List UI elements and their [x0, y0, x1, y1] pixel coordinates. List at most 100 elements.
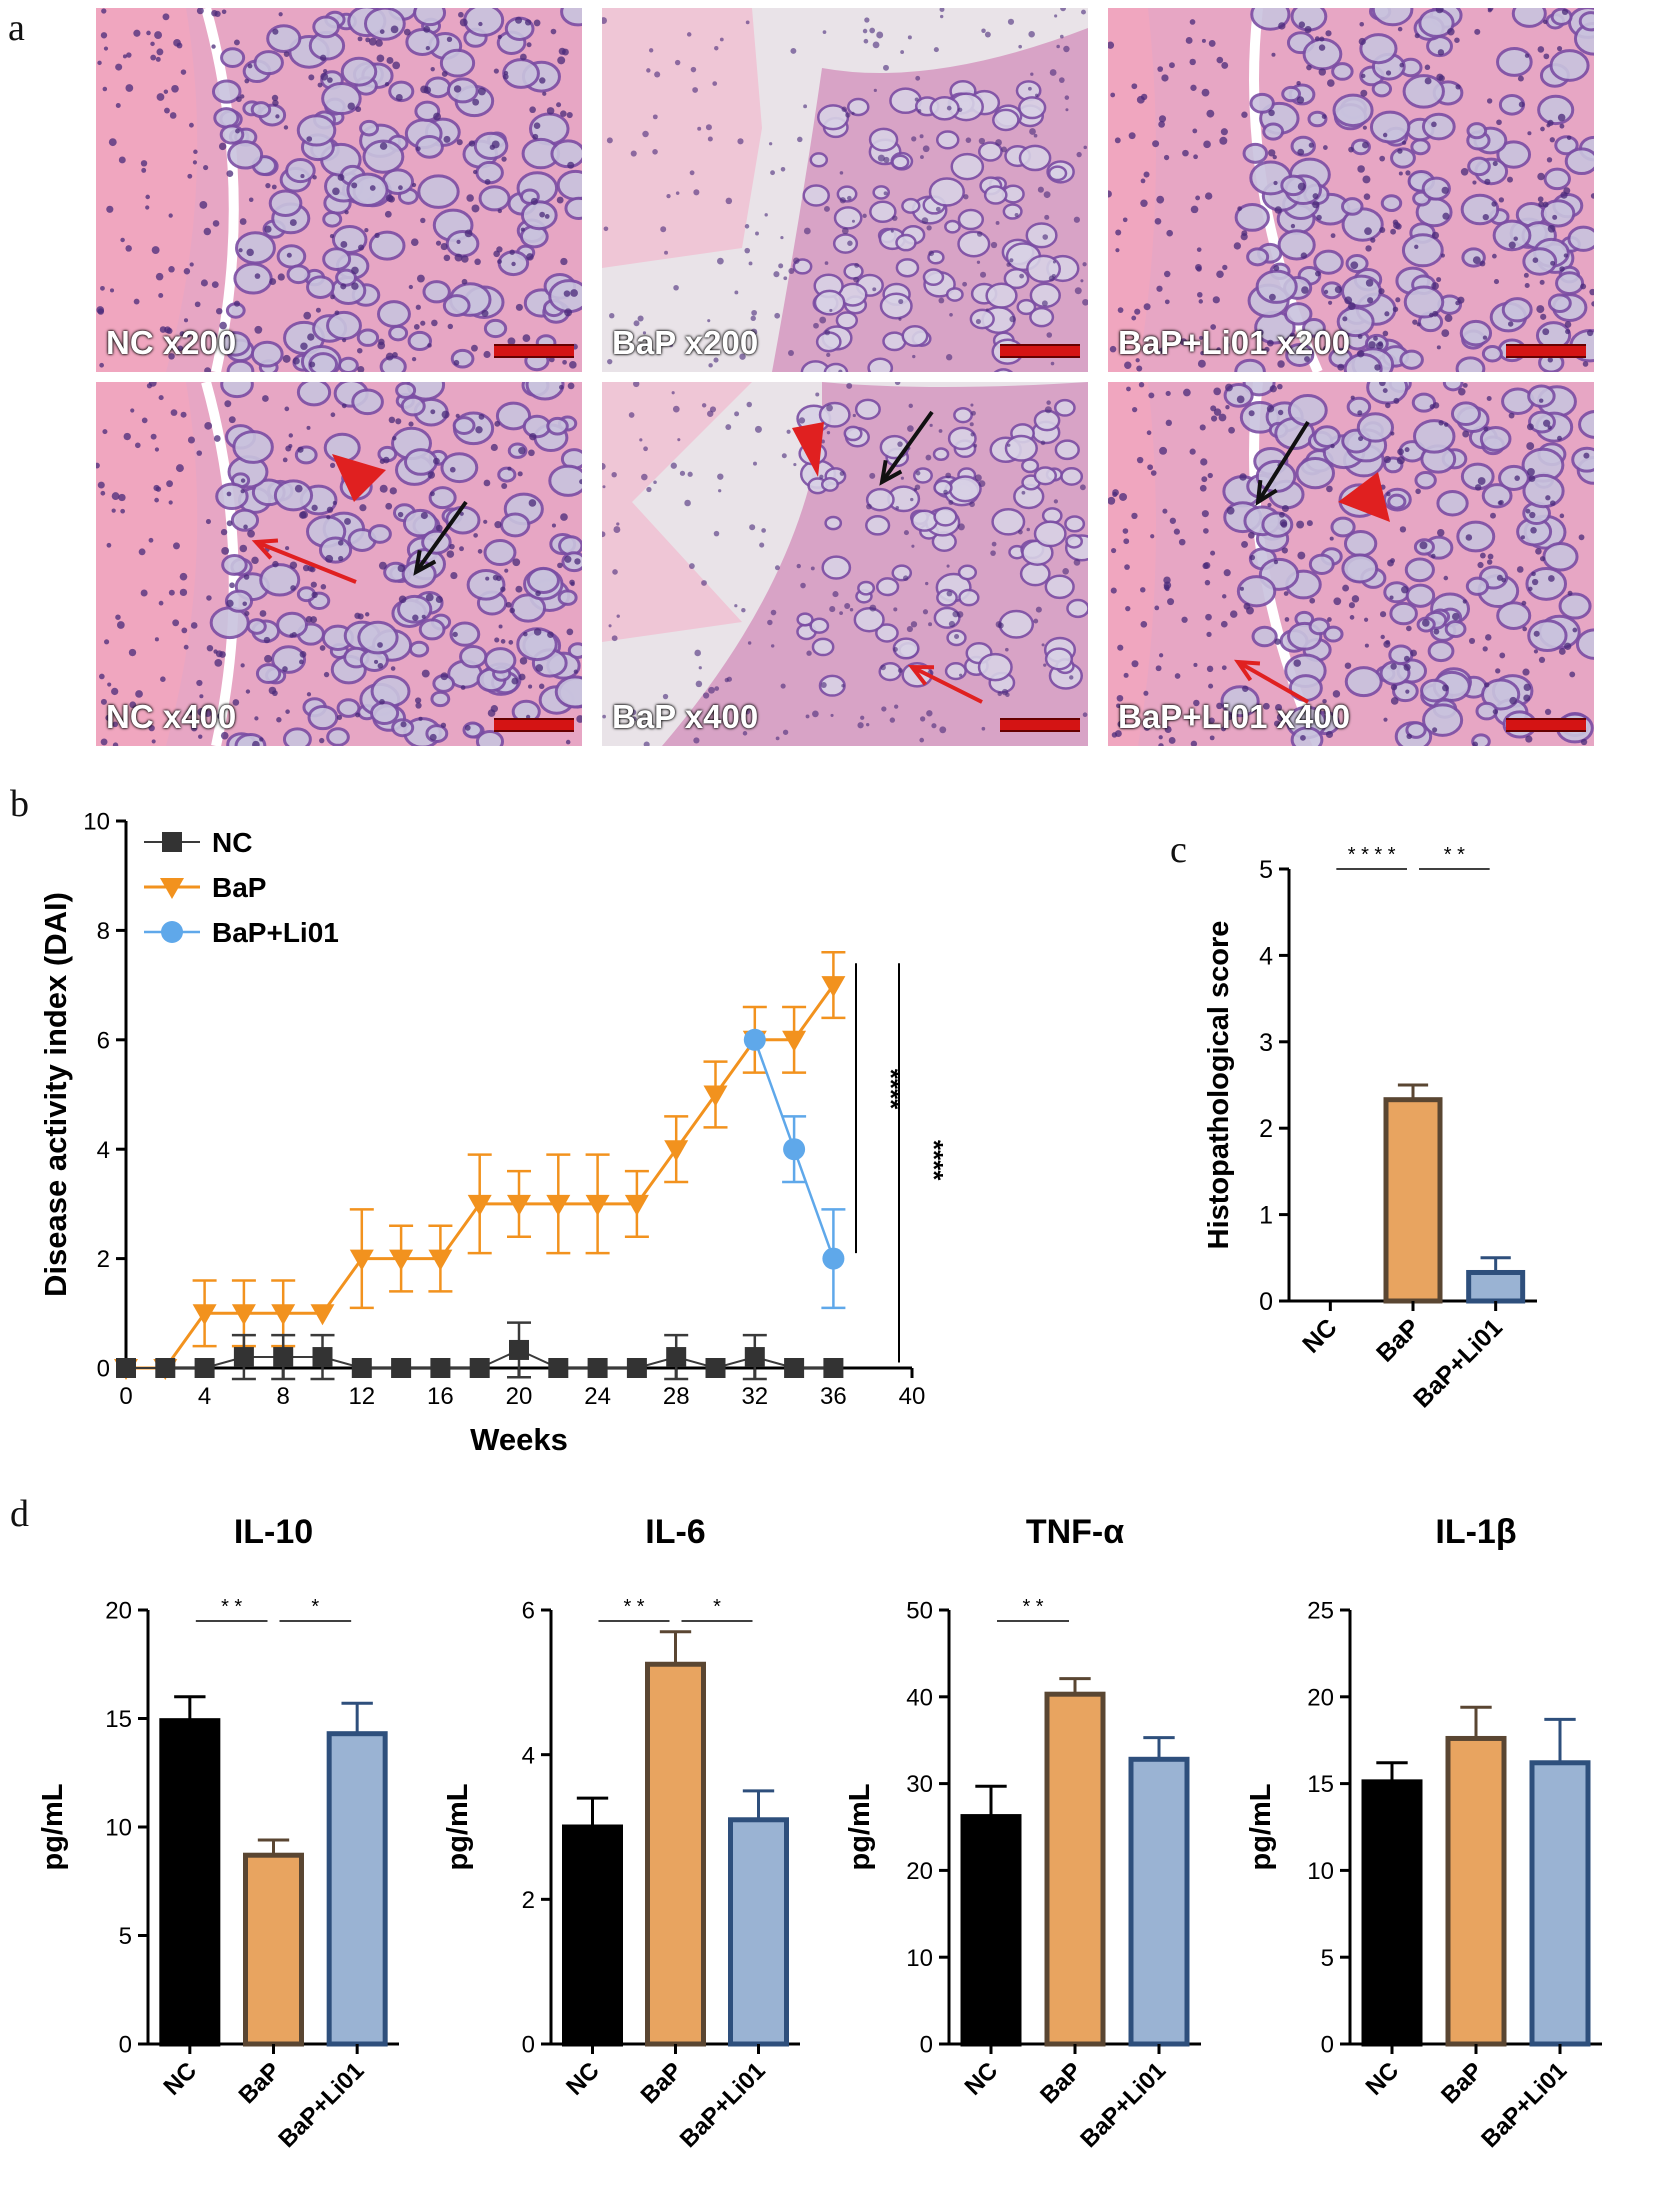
nucleus	[782, 729, 789, 735]
nucleus	[410, 238, 419, 247]
nucleus	[378, 561, 387, 570]
nucleus	[824, 329, 831, 336]
nucleus	[145, 194, 150, 200]
nucleus	[1082, 262, 1087, 267]
nucleus	[481, 309, 489, 317]
nucleus	[997, 691, 1002, 697]
nucleus	[235, 128, 240, 134]
nucleus	[1329, 536, 1334, 541]
nucleus	[1062, 567, 1069, 575]
nucleus	[734, 411, 740, 417]
panel-b-x-tick-label: 8	[277, 1383, 290, 1410]
panel-letter-c: c	[1170, 829, 1187, 871]
nucleus	[935, 206, 941, 212]
nucleus	[125, 84, 134, 92]
crypt-cell	[1567, 225, 1594, 252]
nucleus	[522, 334, 531, 343]
crypt-cell	[400, 395, 426, 417]
nucleus	[1433, 628, 1440, 635]
nucleus	[232, 699, 240, 706]
nucleus	[1284, 617, 1290, 622]
nucleus	[99, 362, 104, 368]
nucleus	[1135, 358, 1140, 363]
nucleus	[775, 736, 780, 741]
nucleus	[1364, 617, 1369, 622]
nucleus	[1424, 64, 1431, 71]
nucleus	[563, 290, 571, 297]
crypt-cell	[362, 139, 405, 174]
legend-label: BaP	[212, 872, 266, 903]
crypt-cell	[1016, 298, 1037, 316]
nucleus	[864, 17, 870, 23]
nucleus	[1362, 125, 1367, 130]
nucleus	[1218, 413, 1227, 422]
crypt-cell	[211, 79, 242, 104]
nucleus	[1281, 547, 1288, 554]
nucleus	[1416, 322, 1421, 327]
nucleus	[1269, 293, 1276, 301]
nucleus	[1115, 229, 1122, 236]
nucleus	[112, 721, 118, 728]
nucleus	[1444, 422, 1449, 427]
nucleus	[911, 544, 915, 548]
nucleus	[862, 213, 867, 218]
panel-d3-y-tick-label: 20	[906, 1858, 933, 1885]
nucleus	[925, 581, 929, 586]
nucleus	[1110, 587, 1117, 594]
nucleus	[1462, 382, 1468, 388]
data-point	[546, 1194, 571, 1216]
nucleus	[1498, 197, 1505, 203]
nucleus	[240, 663, 245, 668]
nucleus	[494, 420, 501, 427]
crypt-cell	[1540, 199, 1576, 228]
data-point	[705, 1358, 726, 1378]
crypt-cell	[1281, 85, 1301, 103]
nucleus	[1312, 201, 1320, 209]
nucleus	[1569, 671, 1576, 678]
nucleus	[1296, 520, 1305, 529]
nucleus	[768, 142, 773, 146]
nucleus	[378, 338, 385, 346]
nucleus	[1203, 140, 1211, 149]
nucleus	[1223, 569, 1231, 577]
nucleus	[1419, 541, 1428, 550]
crypt-cell	[446, 77, 479, 104]
crypt-cell	[1481, 483, 1513, 509]
bar-bap	[645, 1661, 706, 2047]
nucleus	[1233, 242, 1242, 250]
nucleus	[323, 671, 330, 678]
micrograph-texture	[602, 382, 1088, 746]
nucleus	[1209, 735, 1215, 741]
nucleus	[502, 73, 509, 80]
nucleus	[1522, 668, 1530, 676]
crypt-cell	[255, 663, 282, 684]
nucleus	[1123, 538, 1130, 545]
nucleus	[750, 315, 756, 321]
panel-c-y-tick-label: 5	[1259, 856, 1273, 884]
nucleus	[1208, 717, 1215, 724]
nucleus	[1472, 256, 1481, 265]
nucleus	[705, 124, 712, 131]
nucleus	[226, 520, 233, 527]
crypt-cell	[1442, 382, 1464, 392]
nucleus	[325, 554, 334, 563]
nucleus	[183, 318, 189, 323]
panel-d3-title: TNF-α	[1026, 1513, 1124, 1551]
nucleus	[150, 41, 155, 47]
nucleus	[187, 173, 193, 179]
nucleus	[341, 403, 347, 409]
nucleus	[351, 266, 359, 275]
nucleus	[111, 687, 119, 696]
nucleus	[608, 624, 612, 628]
nucleus	[1442, 212, 1450, 220]
nucleus	[497, 208, 503, 214]
nucleus	[262, 395, 269, 402]
nucleus	[1508, 412, 1515, 419]
nucleus	[903, 530, 909, 536]
nucleus	[566, 628, 574, 636]
nucleus	[1240, 233, 1248, 241]
nucleus	[929, 423, 933, 427]
nucleus	[714, 686, 720, 691]
nucleus	[1204, 579, 1211, 586]
